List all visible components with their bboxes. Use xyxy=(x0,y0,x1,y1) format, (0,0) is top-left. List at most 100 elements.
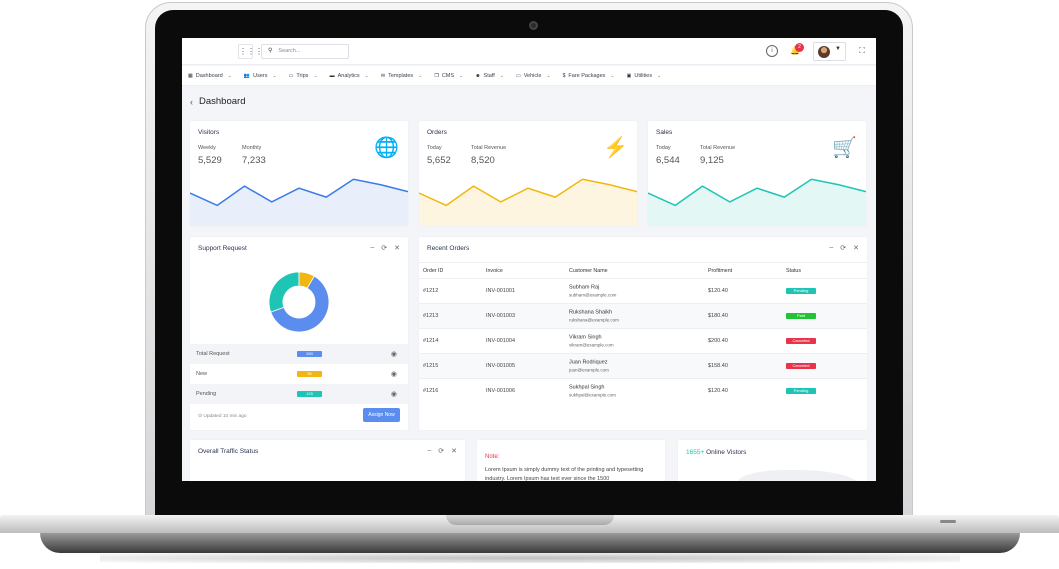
fullscreen-icon[interactable]: ⛶ xyxy=(859,46,865,55)
globe-icon: 🌐 xyxy=(374,137,399,159)
recent-orders-card: Recent Orders – ⟳ ✕ Order ID Invoice Custo… xyxy=(419,237,867,430)
nav-label: Analytics xyxy=(337,72,360,79)
nav-item-cms[interactable]: ❐ CMS ⌄ xyxy=(434,73,463,79)
amount: $120.40 xyxy=(708,288,728,294)
table-row[interactable]: #1215 INV-001005 Juan Rodriquez juan@exa… xyxy=(419,353,867,378)
amount: $158.40 xyxy=(708,363,728,369)
order-id: #1213 xyxy=(423,313,439,319)
search-placeholder: Search... xyxy=(278,48,301,54)
stat-right-label: Monthly xyxy=(242,145,262,151)
staff-icon: ☻ xyxy=(475,72,481,79)
note-label: Note: xyxy=(485,454,500,460)
laptop-shadow xyxy=(100,553,960,563)
stat-left-value: 6,544 xyxy=(656,155,680,166)
table-row[interactable]: #1216 INV-001006 Sukhpal Singh sukhpal@e… xyxy=(419,378,867,403)
nav-item-dashboard[interactable]: ▦ Dashboard ⌄ xyxy=(188,73,232,79)
nav-label: Trips xyxy=(296,72,309,79)
nav-item-trips[interactable]: ▭ Trips ⌄ xyxy=(289,73,318,79)
stat-left-value: 5,529 xyxy=(198,155,222,166)
assign-now-button[interactable]: Assign Now xyxy=(363,408,400,422)
stat-left-label: Today xyxy=(656,145,671,151)
eye-icon[interactable]: ◉ xyxy=(390,391,397,398)
close-icon[interactable]: ✕ xyxy=(853,245,859,252)
nav-label: Users xyxy=(253,72,268,79)
chevron-down-icon: ⌄ xyxy=(546,72,551,79)
chart-icon: ▬ xyxy=(329,72,335,79)
chevron-down-icon: ⌄ xyxy=(459,72,464,79)
nav-item-utilities[interactable]: ▣ Utilities ⌄ xyxy=(627,73,662,79)
nav-item-templates[interactable]: ✉ Templates ⌄ xyxy=(381,73,422,79)
note-card: Note: Lorem Ipsum is simply dummy text o… xyxy=(477,440,665,481)
main-nav: ▦ Dashboard ⌄ 👥 Users ⌄ ▭ Trips ⌄ ▬ Analyti… xyxy=(182,66,876,86)
support-row: Total Request 250 ◉ xyxy=(190,344,408,364)
support-row-value: 125 xyxy=(297,391,322,397)
chevron-down-icon: ⌄ xyxy=(227,72,232,79)
customer-name: Subham Raj xyxy=(569,284,600,291)
bus-icon: ▭ xyxy=(288,72,294,79)
table-row[interactable]: #1213 INV-001003 Rukshana Shaikh rukshan… xyxy=(419,303,867,328)
note-text: Lorem Ipsum is simply dummy text of the … xyxy=(485,467,644,481)
search-input[interactable]: ⚲ Search... xyxy=(261,44,349,59)
bell-icon[interactable]: 🔔 xyxy=(790,46,800,55)
chevron-down-icon: ⌄ xyxy=(364,72,369,79)
minimize-icon[interactable]: – xyxy=(427,447,432,454)
profile-dropdown[interactable]: ▼ xyxy=(813,42,846,61)
apps-grid-icon[interactable]: ⋮⋮⋮ xyxy=(238,44,263,59)
stat-right-value: 7,233 xyxy=(242,155,266,166)
nav-item-fare-packages[interactable]: $ Fare Packages ⌄ xyxy=(563,73,615,79)
card-title: Recent Orders xyxy=(427,245,470,252)
support-row-value: 35 xyxy=(297,371,322,377)
stat-left-label: Weekly xyxy=(198,145,216,151)
page-title: ‹ Dashboard xyxy=(190,96,245,107)
stat-title: Orders xyxy=(427,129,447,136)
stat-title: Sales xyxy=(656,129,673,136)
stat-card-visitors: Visitors Weekly 5,529 Monthly 7,233 🌐 xyxy=(190,121,408,226)
chevron-down-icon: ⌄ xyxy=(313,72,318,79)
chevron-down-icon: ⌄ xyxy=(657,72,662,79)
info-icon[interactable]: i xyxy=(766,45,778,57)
minimize-icon[interactable]: – xyxy=(370,244,375,251)
online-count: 1655+ xyxy=(686,449,705,456)
table-row[interactable]: #1214 INV-001004 Vikram Singh vikram@exa… xyxy=(419,328,867,353)
refresh-icon[interactable]: ⟳ xyxy=(840,245,847,252)
laptop-led xyxy=(940,520,956,523)
nav-label: Staff xyxy=(483,72,495,79)
table-header: Order ID Invoice Customer Name Profitment St… xyxy=(419,262,867,278)
support-donut-chart xyxy=(268,271,330,333)
card-tools: – ⟳ ✕ xyxy=(370,244,400,252)
close-icon[interactable]: ✕ xyxy=(451,448,457,455)
donut-slice-total-request xyxy=(270,275,330,333)
customer-email: rukshana@example.com xyxy=(569,317,619,323)
eye-icon[interactable]: ◉ xyxy=(390,351,397,358)
minimize-icon[interactable]: – xyxy=(829,244,834,251)
column-header: Invoice xyxy=(486,267,503,274)
refresh-icon[interactable]: ⟳ xyxy=(381,245,388,252)
nav-item-analytics[interactable]: ▬ Analytics ⌄ xyxy=(330,73,369,79)
nav-item-staff[interactable]: ☻ Staff ⌄ xyxy=(475,73,504,79)
refresh-icon[interactable]: ⟳ xyxy=(438,448,445,455)
world-map xyxy=(738,470,858,481)
invoice: INV-001001 xyxy=(486,288,516,294)
support-row-label: New xyxy=(196,371,208,377)
stat-left-value: 5,652 xyxy=(427,155,451,166)
camera-icon xyxy=(529,21,538,30)
card-tools: – ⟳ ✕ xyxy=(427,447,457,455)
support-request-card: Support Request – ⟳ ✕ Total Request 250 … xyxy=(190,237,408,430)
online-visitors-title: 1655+ Online Vistors xyxy=(686,449,746,456)
sparkline-area xyxy=(648,179,866,226)
sparkline-line xyxy=(190,178,408,207)
eye-icon[interactable]: ◉ xyxy=(390,371,397,378)
table-row[interactable]: #1212 INV-001001 Subham Raj subham@examp… xyxy=(419,278,867,303)
stat-title: Visitors xyxy=(198,129,220,136)
chevron-left-icon[interactable]: ‹ xyxy=(190,96,193,107)
amount: $200.40 xyxy=(708,338,728,344)
customer: Subham Raj subham@example.com xyxy=(569,285,616,298)
close-icon[interactable]: ✕ xyxy=(394,245,400,252)
bolt-icon: ⚡ xyxy=(603,137,628,159)
nav-item-users[interactable]: 👥 Users ⌄ xyxy=(244,73,277,79)
nav-item-vehicle[interactable]: ▭ Vehicle ⌄ xyxy=(516,73,551,79)
column-header: Order ID xyxy=(423,267,444,274)
customer-email: subham@example.com xyxy=(569,292,617,298)
nav-label: Dashboard xyxy=(195,72,223,79)
cart-icon: 🛒 xyxy=(832,137,857,159)
